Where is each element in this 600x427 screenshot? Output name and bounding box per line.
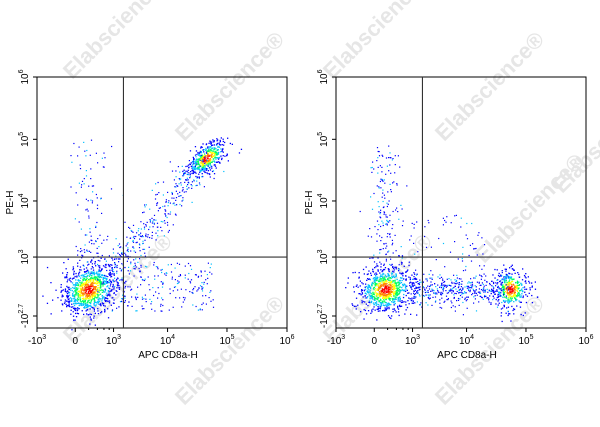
event-dots	[345, 145, 539, 323]
x-axis-label: APC CD8a-H	[138, 350, 197, 361]
plot-frame	[335, 76, 587, 329]
x-tick-label: 0	[72, 336, 78, 347]
y-tick-label: 106	[18, 69, 31, 84]
y-tick-label: 104	[18, 193, 31, 208]
event-dots	[42, 137, 243, 331]
y-tick-label: -102.7	[317, 304, 330, 328]
y-axis-label: PE-H	[304, 191, 315, 215]
y-axis-label: PE-H	[5, 191, 16, 215]
x-tick-label: 103	[106, 334, 121, 347]
y-tick-label: 104	[317, 193, 330, 208]
x-tick-label: 106	[578, 334, 593, 347]
x-tick-label: 104	[160, 334, 175, 347]
chart-panel-1: -103 0 103 104 105 106 -102.7 103 104 105 106 APC C…	[5, 69, 295, 361]
x-tick-label: 105	[219, 334, 234, 347]
y-tick-label: 106	[317, 69, 330, 84]
y-tick-label: 105	[317, 132, 330, 147]
x-tick-label: -103	[28, 334, 46, 347]
x-tick-label: 103	[405, 334, 420, 347]
chart-panel-2: -103 0 103 104 105 106 -102.7 103 104 105 106 APC C…	[304, 69, 594, 361]
x-tick-label: 106	[279, 334, 294, 347]
y-tick-label: 105	[18, 132, 31, 147]
x-tick-label: 0	[371, 336, 377, 347]
plot-frame	[36, 76, 288, 329]
x-tick-label: 104	[459, 334, 474, 347]
x-tick-label: -103	[327, 334, 345, 347]
y-tick-label: -102.7	[18, 304, 31, 328]
y-tick-label: 103	[18, 249, 31, 264]
y-tick-label: 103	[317, 249, 330, 264]
x-tick-label: 105	[518, 334, 533, 347]
x-axis-label: APC CD8a-H	[437, 350, 496, 361]
